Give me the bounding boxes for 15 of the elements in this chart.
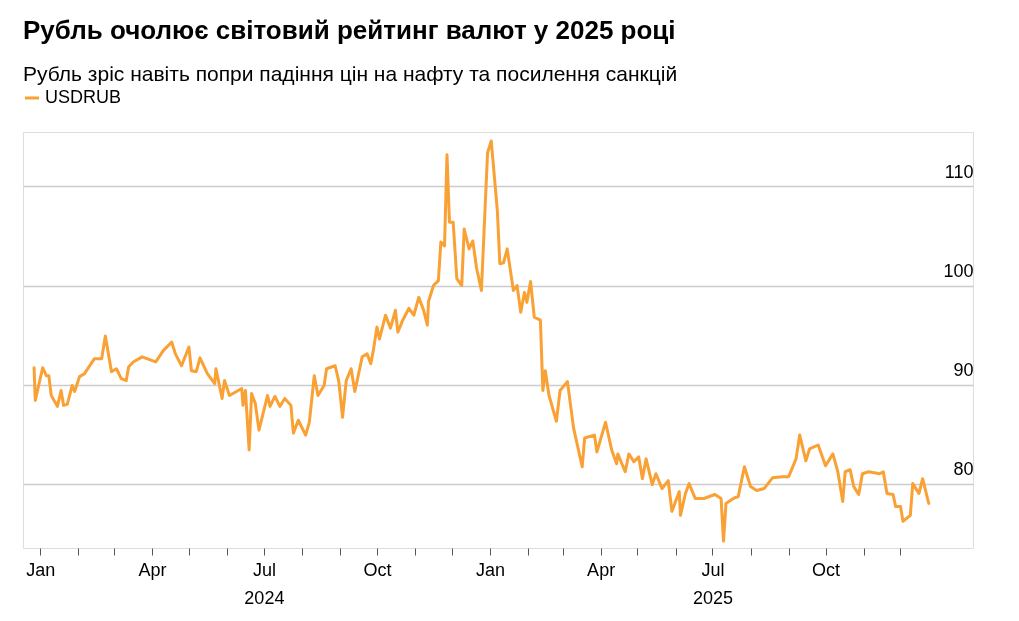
chart-subtitle: Рубль зріс навіть попри падіння цін на нафту та посилення санкцій (23, 62, 678, 85)
chart-title: Рубль очолює світовий рейтинг валют у 2025 році (23, 15, 676, 45)
x-tick-label: Jan (26, 559, 56, 580)
x-tick-label: Jul 2025 (692, 559, 733, 608)
legend-label: USDRUB (45, 87, 122, 107)
x-tick-label: Oct (812, 559, 841, 580)
y-tick-label: 100 (943, 261, 974, 282)
y-tick-label: 80 (953, 459, 974, 480)
x-tick-label: Apr (587, 559, 616, 580)
x-tick-label: Oct (363, 559, 392, 580)
y-tick-label: 90 (953, 360, 974, 381)
x-tick-label: Apr (138, 559, 167, 580)
y-tick-label: 110 (944, 161, 974, 182)
x-tick-label: Jan (476, 559, 506, 580)
x-tick-label: Jul 2024 (244, 559, 285, 608)
